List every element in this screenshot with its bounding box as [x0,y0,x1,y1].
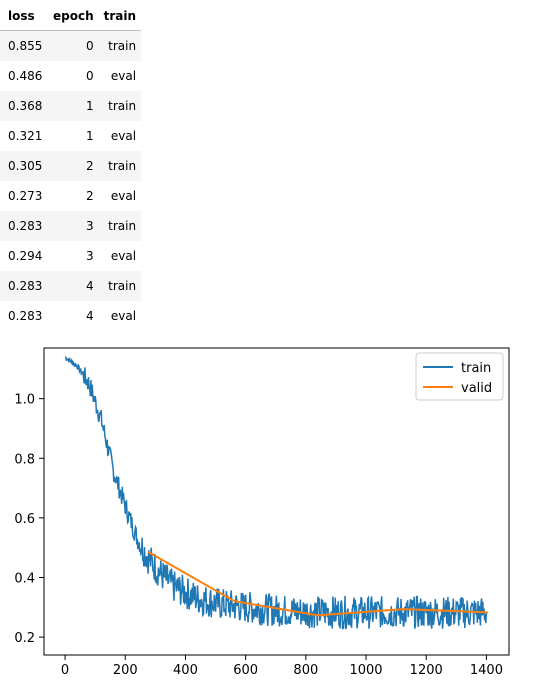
table-row: 0.283 4 train [0,271,142,301]
y-tick-label: 0.6 [14,512,35,527]
table-cell-train: train [98,271,142,301]
legend-box [415,352,504,401]
x-tick-label: 1400 [470,663,503,678]
table-cell-epoch: 2 [86,189,94,203]
table-cell-loss: 0.486 [8,69,43,83]
table-row: 0.283 4 eval [0,301,141,331]
table-cell-epoch: 2 [48,151,99,181]
table-row: 0.321 1 eval [0,121,141,151]
table-cell-epoch: 4 [86,309,94,323]
table-cell-train: train [98,151,142,181]
series-layer [64,356,488,630]
table-cell-loss: 0.283 [8,309,43,323]
table-cell-loss: 0.855 [0,30,48,61]
metrics-table: loss epoch train 0.855 0 train 0.486 0 eval 0.… [0,2,142,331]
table-cell-epoch: 0 [48,30,99,61]
legend: train valid [415,352,504,401]
y-tick-label: 0.4 [14,572,35,587]
table-cell-train: eval [110,249,137,263]
column-header-loss: loss [0,2,48,31]
x-tick-label: 200 [113,663,138,678]
table-row: 0.486 0 eval [0,61,141,91]
x-tick-label: 800 [293,663,318,678]
series-valid-line [147,551,488,617]
table-cell-epoch: 3 [86,249,94,263]
table-cell-loss: 0.321 [8,129,43,143]
table-cell-train: eval [110,69,137,83]
column-header-train: train [98,2,142,31]
table-cell-train: eval [110,129,137,143]
table-cell-train: train [98,211,142,241]
table-cell-epoch: 3 [48,211,99,241]
x-tick-label: 1200 [410,663,443,678]
x-tick-label: 0 [61,663,69,678]
table-cell-epoch: 0 [86,69,94,83]
table-cell-epoch: 1 [86,129,94,143]
table-row: 0.855 0 train [0,30,142,61]
table-header-row: loss epoch train [0,2,142,31]
y-tick-label: 0.2 [14,631,35,646]
table-cell-loss: 0.273 [8,189,43,203]
x-tick-label: 400 [173,663,198,678]
table-row: 0.368 1 train [0,91,142,121]
x-tick-label: 600 [233,663,258,678]
table-cell-loss: 0.283 [0,211,48,241]
table-row: 0.273 2 eval [0,181,141,211]
legend-label-valid: valid [461,381,492,396]
table-cell-loss: 0.305 [0,151,48,181]
table-cell-loss: 0.368 [0,91,48,121]
table-cell-epoch: 4 [48,271,99,301]
table-cell-train: train [98,30,142,61]
series-train-line [64,356,488,630]
table-row: 0.305 2 train [0,151,142,181]
table-cell-train: train [98,91,142,121]
table-cell-loss: 0.283 [0,271,48,301]
x-axis: 0 200 400 600 800 1000 1200 1400 [61,655,503,678]
y-tick-label: 0.8 [14,452,35,467]
table-row: 0.294 3 eval [0,241,141,271]
loss-chart: 0 200 400 600 800 1000 1200 1400 0.2 0.4 0.6 0.8 1.… [14,347,510,678]
y-tick-label: 1.0 [14,393,35,408]
y-axis: 0.2 0.4 0.6 0.8 1.0 [14,393,44,646]
table-cell-train: eval [110,189,137,203]
x-tick-label: 1000 [349,663,382,678]
table-cell-loss: 0.294 [8,249,43,263]
table-cell-epoch: 1 [48,91,99,121]
column-header-epoch: epoch [48,2,99,31]
legend-label-train: train [461,361,491,376]
table-row: 0.283 3 train [0,211,142,241]
table-cell-train: eval [110,309,137,323]
